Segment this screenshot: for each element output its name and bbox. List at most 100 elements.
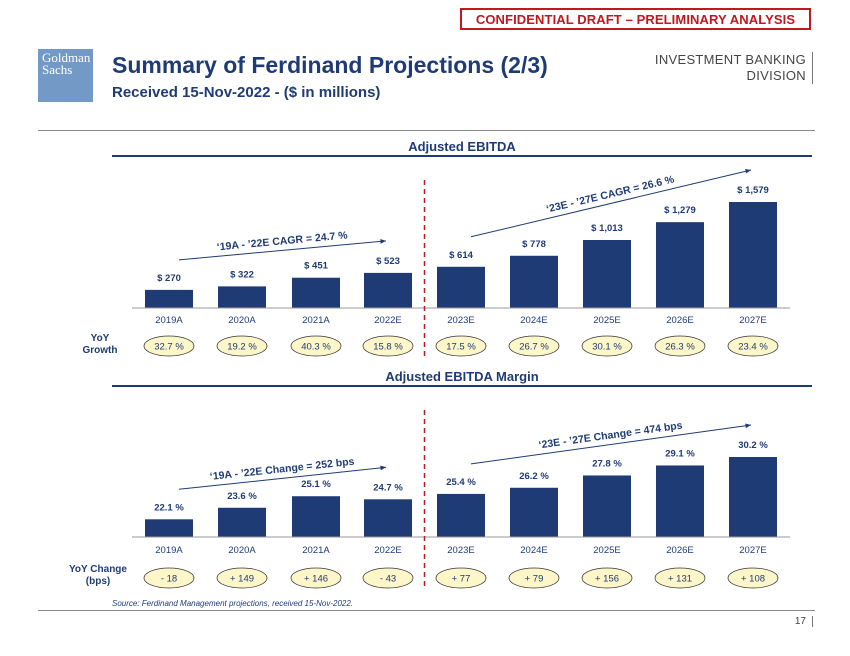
chart2-yoy-ellipse-2027E <box>727 567 779 589</box>
source-note: Source: Ferdinand Management projections… <box>112 599 354 608</box>
chart1-yoy-ellipse-2025E <box>581 335 633 357</box>
chart1-value-label-2025E: $ 1,013 <box>591 223 623 234</box>
chart1-trend-annotation-2: ‘23E - ’27E CAGR = 26.6 % <box>545 173 676 215</box>
chart1-category-label-2026E: 2026E <box>666 315 693 326</box>
chart2-value-label-2019A: 22.1 % <box>154 502 184 513</box>
chart1-category-label-2027E: 2027E <box>739 315 766 326</box>
chart2-trend-annotation-2: ‘23E - ’27E Change = 474 bps <box>538 420 683 452</box>
chart1-category-label-2022E: 2022E <box>374 315 401 326</box>
page-subtitle: Received 15-Nov-2022 - ($ in millions) <box>112 84 381 101</box>
yoy-change-label: YoY Change (bps) <box>55 564 141 588</box>
chart1-value-label-2019A: $ 270 <box>157 273 181 284</box>
chart1-value-label-2020A: $ 322 <box>230 269 254 280</box>
ebitda-chart-rule <box>112 155 812 157</box>
division-line-1: INVESTMENT BANKING <box>654 52 806 67</box>
yoy-change-label-line-2: (bps) <box>85 576 111 587</box>
chart2-yoy-ellipse-2019A <box>143 567 195 589</box>
chart1-value-label-2024E: $ 778 <box>522 239 546 250</box>
chart1-bar-2020A <box>218 286 266 308</box>
header-divider <box>38 130 815 131</box>
chart1-yoy-value-2021A: 40.3 % <box>301 342 331 353</box>
chart1-category-label-2019A: 2019A <box>155 315 183 326</box>
yoy-growth-label-line-2: Growth <box>82 345 118 356</box>
chart1-yoy-value-2024E: 26.7 % <box>519 342 549 353</box>
confidential-banner: CONFIDENTIAL DRAFT – PRELIMINARY ANALYSI… <box>460 8 811 30</box>
chart1-bar-2025E <box>583 239 631 308</box>
chart2-bar-2019A <box>145 519 193 537</box>
yoy-change-label-line-1: YoY Change <box>69 564 127 575</box>
chart2-value-label-2026E: 29.1 % <box>665 448 695 459</box>
chart2-bar-2020A <box>218 507 266 537</box>
chart1-value-label-2021A: $ 451 <box>304 261 328 272</box>
chart2-yoy-value-2019A: - 18 <box>161 574 177 585</box>
chart1-value-label-2022E: $ 523 <box>376 256 400 267</box>
chart1-trend-arrowhead-1 <box>380 239 386 244</box>
chart2-bar-2024E <box>510 487 558 537</box>
chart2-trend-arrowhead-1 <box>380 465 386 471</box>
chart2-yoy-value-2022E: - 43 <box>380 574 396 585</box>
chart1-bar-2022E <box>364 272 412 308</box>
chart1-bar-2021A <box>292 277 340 308</box>
chart2-category-label-2024E: 2024E <box>520 545 547 556</box>
chart2-bar-2025E <box>583 475 631 537</box>
chart1-value-label-2026E: $ 1,279 <box>664 205 696 216</box>
chart2-yoy-value-2023E: + 77 <box>452 574 471 585</box>
chart1-yoy-value-2022E: 15.8 % <box>373 342 403 353</box>
chart1-yoy-ellipse-2023E <box>435 335 487 357</box>
chart2-bar-2027E <box>729 457 777 537</box>
chart2-value-label-2027E: 30.2 % <box>738 440 768 451</box>
chart2-category-label-2019A: 2019A <box>155 545 183 556</box>
chart1-bar-2023E <box>437 266 485 308</box>
chart1-yoy-ellipse-2019A <box>143 335 195 357</box>
goldman-sachs-logo: Goldman Sachs <box>38 49 93 102</box>
chart1-yoy-ellipse-2020A <box>216 335 268 357</box>
chart2-category-label-2027E: 2027E <box>739 545 766 556</box>
chart1-bar-2024E <box>510 255 558 308</box>
margin-chart-title: Adjusted EBITDA Margin <box>385 369 539 384</box>
chart1-yoy-ellipse-2027E <box>727 335 779 357</box>
ebitda-chart-title: Adjusted EBITDA <box>408 139 516 154</box>
chart2-trend-annotation-1: ‘19A - ’22E Change = 252 bps <box>209 456 355 483</box>
chart1-bar-2027E <box>729 202 777 308</box>
chart2-yoy-value-2025E: + 156 <box>595 574 619 585</box>
chart1-yoy-ellipse-2026E <box>654 335 706 357</box>
chart2-yoy-ellipse-2024E <box>508 567 560 589</box>
chart2-value-label-2022E: 24.7 % <box>373 482 403 493</box>
logo-line-2: Sachs <box>42 62 73 77</box>
chart2-category-label-2020A: 2020A <box>228 545 256 556</box>
chart2-yoy-ellipse-2025E <box>581 567 633 589</box>
chart1-yoy-value-2019A: 32.7 % <box>154 342 184 353</box>
chart2-bar-2021A <box>292 496 340 537</box>
chart1-trend-arrow-2 <box>470 169 752 238</box>
chart2-yoy-value-2021A: + 146 <box>304 574 328 585</box>
footer-divider <box>38 610 815 611</box>
chart2-value-label-2020A: 23.6 % <box>227 491 257 502</box>
chart1-value-label-2027E: $ 1,579 <box>737 185 769 196</box>
chart2-trend-arrow-1 <box>178 466 387 490</box>
chart2-trend-arrow-2 <box>470 424 752 465</box>
yoy-growth-label-line-1: YoY <box>90 333 110 344</box>
chart2-value-label-2023E: 25.4 % <box>446 477 476 488</box>
margin-chart-rule <box>112 385 812 387</box>
chart1-category-label-2020A: 2020A <box>228 315 256 326</box>
chart2-yoy-ellipse-2023E <box>435 567 487 589</box>
chart2-yoy-ellipse-2022E <box>362 567 414 589</box>
chart2-category-label-2021A: 2021A <box>302 545 330 556</box>
chart2-bar-2022E <box>364 499 412 537</box>
logo-line-1: Goldman <box>42 50 91 65</box>
chart2-category-label-2025E: 2025E <box>593 545 620 556</box>
chart2-yoy-ellipse-2021A <box>290 567 342 589</box>
chart1-yoy-value-2027E: 23.4 % <box>738 342 768 353</box>
chart2-yoy-value-2027E: + 108 <box>741 574 765 585</box>
chart2-bar-2023E <box>437 493 485 537</box>
chart2-yoy-value-2024E: + 79 <box>525 574 544 585</box>
chart2-trend-arrowhead-2 <box>745 423 751 429</box>
chart1-trend-arrowhead-2 <box>745 169 751 174</box>
chart1-yoy-ellipse-2024E <box>508 335 560 357</box>
chart1-yoy-value-2023E: 17.5 % <box>446 342 476 353</box>
chart1-trend-annotation-1: ‘19A - ’22E CAGR = 24.7 % <box>216 229 348 253</box>
chart1-value-label-2023E: $ 614 <box>449 250 473 261</box>
yoy-growth-label: YoY Growth <box>70 333 130 357</box>
chart2-bar-2026E <box>656 465 704 537</box>
